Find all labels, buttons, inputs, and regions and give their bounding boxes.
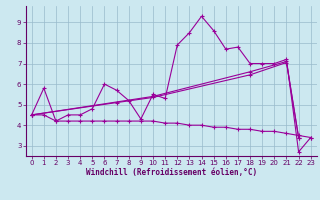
X-axis label: Windchill (Refroidissement éolien,°C): Windchill (Refroidissement éolien,°C) — [86, 168, 257, 177]
